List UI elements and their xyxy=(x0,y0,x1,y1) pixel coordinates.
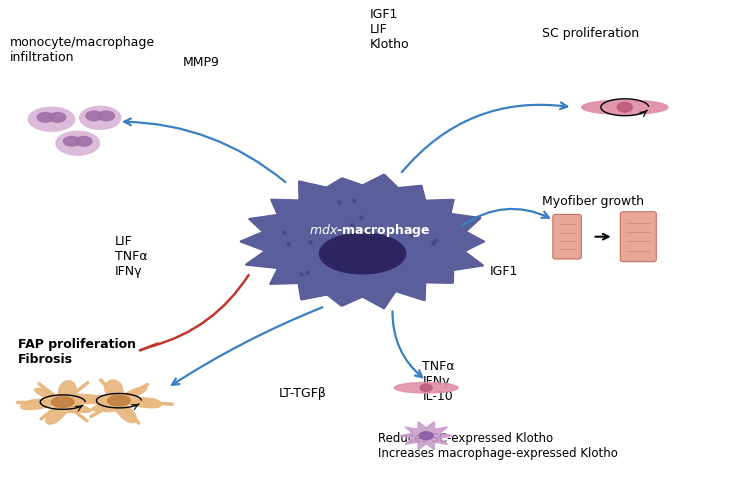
Ellipse shape xyxy=(581,101,668,115)
Text: LIF
TNFα
IFNγ: LIF TNFα IFNγ xyxy=(116,235,148,278)
FancyArrowPatch shape xyxy=(402,103,567,173)
Text: Reduces SC-expressed Klotho
Increases macrophage-expressed Klotho: Reduces SC-expressed Klotho Increases ma… xyxy=(378,431,618,459)
Ellipse shape xyxy=(319,234,405,274)
FancyArrowPatch shape xyxy=(172,308,322,385)
Polygon shape xyxy=(401,422,452,450)
Ellipse shape xyxy=(421,384,432,392)
Ellipse shape xyxy=(28,108,75,132)
Text: LT-TGFβ: LT-TGFβ xyxy=(279,386,326,399)
Text: SC proliferation: SC proliferation xyxy=(542,27,639,40)
FancyBboxPatch shape xyxy=(621,212,656,262)
FancyArrowPatch shape xyxy=(125,119,285,183)
Ellipse shape xyxy=(49,113,66,123)
Ellipse shape xyxy=(98,112,115,121)
Ellipse shape xyxy=(419,432,433,439)
Text: MMP9: MMP9 xyxy=(183,56,220,69)
Ellipse shape xyxy=(37,113,54,123)
Text: Myofiber growth: Myofiber growth xyxy=(542,194,644,207)
Text: IGF1: IGF1 xyxy=(490,264,518,277)
FancyArrowPatch shape xyxy=(462,210,549,226)
Text: FAP proliferation
Fibrosis: FAP proliferation Fibrosis xyxy=(18,338,136,365)
Ellipse shape xyxy=(108,395,130,406)
Text: IGF1
LIF
Klotho: IGF1 LIF Klotho xyxy=(370,8,410,50)
Text: monocyte/macrophage
infiltration: monocyte/macrophage infiltration xyxy=(11,36,156,64)
Ellipse shape xyxy=(63,137,80,147)
Polygon shape xyxy=(66,380,162,423)
FancyArrowPatch shape xyxy=(152,275,248,347)
Ellipse shape xyxy=(79,107,121,130)
Ellipse shape xyxy=(394,383,458,393)
FancyArrowPatch shape xyxy=(393,312,422,378)
Ellipse shape xyxy=(51,397,74,408)
Ellipse shape xyxy=(86,112,103,121)
Polygon shape xyxy=(241,175,485,309)
Text: TNFα
IFNγ
IL-10: TNFα IFNγ IL-10 xyxy=(423,359,455,402)
Ellipse shape xyxy=(618,103,632,113)
FancyBboxPatch shape xyxy=(553,215,581,259)
Ellipse shape xyxy=(56,132,100,156)
Polygon shape xyxy=(20,381,115,424)
Ellipse shape xyxy=(76,137,92,147)
Text: $\it{mdx}$-macrophage: $\it{mdx}$-macrophage xyxy=(310,222,430,239)
